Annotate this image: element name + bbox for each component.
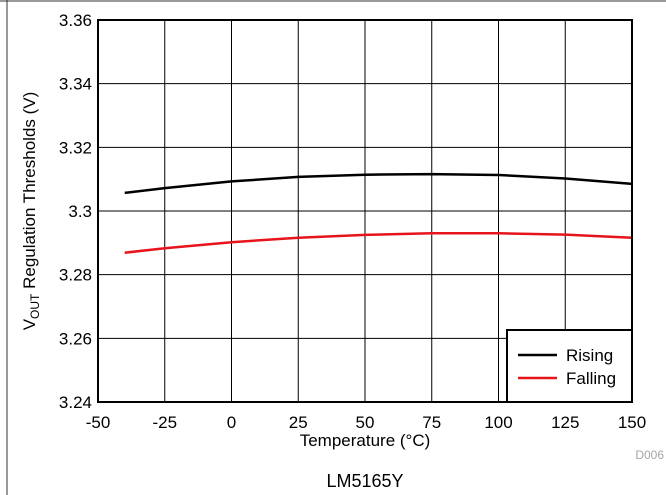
series-group [124, 172, 633, 254]
y-tick-label: 3.26 [59, 329, 92, 348]
x-tick-labels: -50 -25 0 25 50 75 100 125 150 [86, 413, 646, 432]
y-axis-label-suffix: Regulation Thresholds (V) [20, 92, 39, 294]
plot-area-border [97, 19, 633, 403]
legend-box [506, 329, 633, 403]
y-axis-label-subscript: OUT [28, 293, 42, 319]
x-tick-label: 25 [289, 413, 308, 432]
x-axis-label: Temperature (°C) [300, 431, 431, 450]
figure-id: D006 [635, 448, 664, 462]
x-tick-label: -50 [86, 413, 111, 432]
y-tick-label: 3.28 [59, 266, 92, 285]
x-tick-label: 125 [551, 413, 579, 432]
y-tick-label: 3.32 [59, 138, 92, 157]
y-tick-label: 3.24 [59, 393, 92, 412]
x-tick-label: -25 [152, 413, 177, 432]
legend-label-rising: Rising [566, 346, 613, 365]
legend-label-falling: Falling [566, 369, 616, 388]
y-axis-label: VOUT Regulation Thresholds (V) [20, 92, 42, 331]
y-tick-label: 3.34 [59, 75, 92, 94]
y-tick-label: 3.36 [59, 11, 92, 30]
y-axis-label-prefix: V [20, 318, 39, 330]
x-tick-label: 50 [356, 413, 375, 432]
x-tick-label: 100 [484, 413, 512, 432]
chart-caption: LM5165Y [326, 471, 403, 491]
series-line-rising [124, 172, 633, 195]
x-tick-label: 150 [618, 413, 646, 432]
series-line-falling [124, 232, 633, 254]
y-tick-label: 3.3 [68, 202, 92, 221]
x-tick-label: 75 [422, 413, 441, 432]
x-tick-label: 0 [227, 413, 236, 432]
y-tick-labels: 3.24 3.26 3.28 3.3 3.32 3.34 3.36 [59, 11, 92, 412]
legend: Rising Falling [506, 329, 633, 403]
